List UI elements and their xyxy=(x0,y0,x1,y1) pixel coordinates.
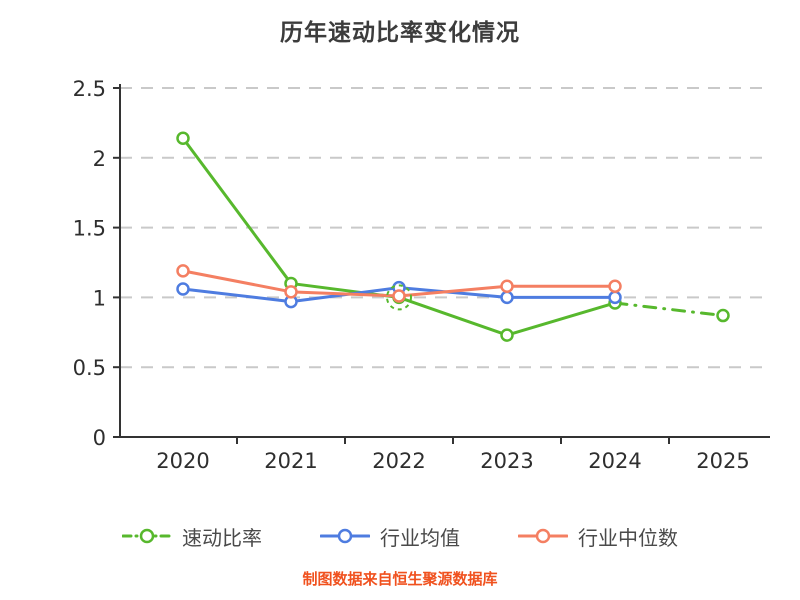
svg-text:0: 0 xyxy=(93,426,106,450)
legend-label-quick-ratio: 速动比率 xyxy=(182,525,262,550)
legend-item-quick-ratio[interactable]: 速动比率 xyxy=(122,522,262,551)
legend: 速动比率 行业均值 行业中位数 xyxy=(0,518,800,554)
svg-text:2: 2 xyxy=(93,147,106,171)
svg-text:2024: 2024 xyxy=(588,449,641,473)
svg-text:2020: 2020 xyxy=(156,449,209,473)
source-caption: 制图数据来自恒生聚源数据库 xyxy=(302,570,498,588)
svg-text:2025: 2025 xyxy=(696,449,749,473)
svg-text:0.5: 0.5 xyxy=(73,356,106,380)
svg-text:2022: 2022 xyxy=(372,449,425,473)
legend-item-industry-median[interactable]: 行业中位数 xyxy=(518,522,678,551)
industry-median-legend-line-icon xyxy=(518,528,568,544)
industry-mean-legend-line-icon xyxy=(320,528,370,544)
legend-item-industry-mean[interactable]: 行业均值 xyxy=(320,522,460,551)
svg-text:2.5: 2.5 xyxy=(73,77,106,101)
quick-ratio-legend-line-icon xyxy=(122,528,172,544)
svg-text:1.5: 1.5 xyxy=(73,217,106,241)
chart-title: 历年速动比率变化情况 xyxy=(280,20,520,46)
legend-label-industry-mean: 行业均值 xyxy=(380,525,460,550)
svg-text:2023: 2023 xyxy=(480,449,533,473)
svg-text:2021: 2021 xyxy=(264,449,317,473)
legend-label-industry-median: 行业中位数 xyxy=(578,525,678,550)
svg-text:1: 1 xyxy=(93,286,106,310)
